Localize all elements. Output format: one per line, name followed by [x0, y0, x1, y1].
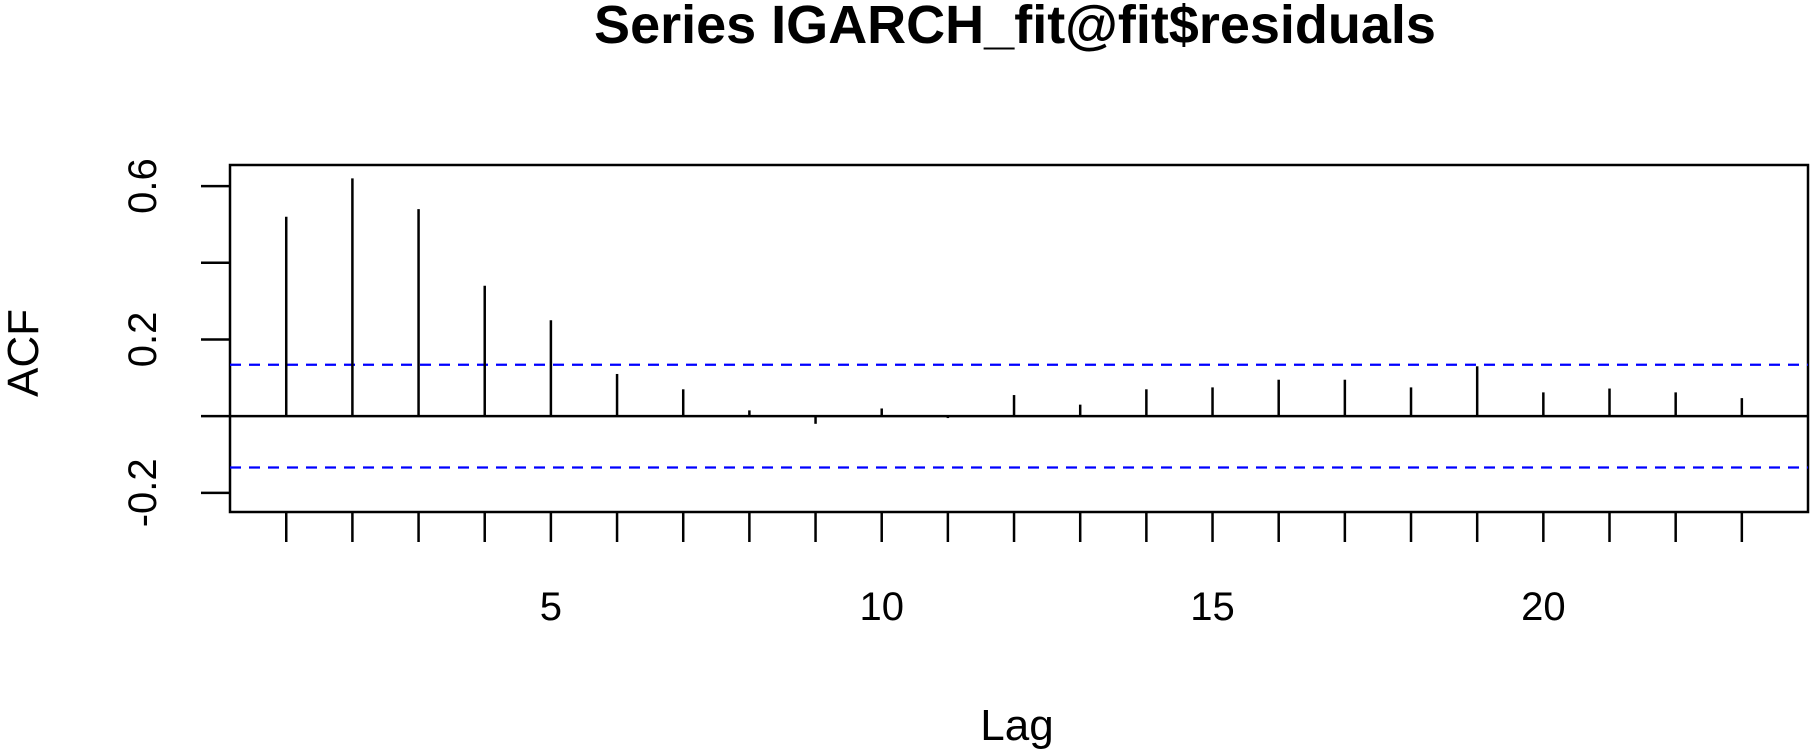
y-axis-label: ACF [0, 309, 48, 397]
chart-title: Series IGARCH_fit@fit$residuals [594, 0, 1436, 55]
plot-area: 5 10 15 20 -0.2 0.2 0.6 [121, 158, 1810, 629]
x-axis-label: Lag [980, 701, 1053, 750]
x-tick-label: 10 [859, 585, 904, 629]
x-tick-label: 15 [1190, 585, 1235, 629]
y-tick-label: -0.2 [121, 458, 165, 527]
x-tick-label: 5 [540, 585, 562, 629]
y-tick-label: 0.6 [121, 158, 165, 214]
x-tick-label: 20 [1521, 585, 1566, 629]
plot-frame [228, 163, 1810, 514]
y-tick-label: 0.2 [121, 312, 165, 368]
